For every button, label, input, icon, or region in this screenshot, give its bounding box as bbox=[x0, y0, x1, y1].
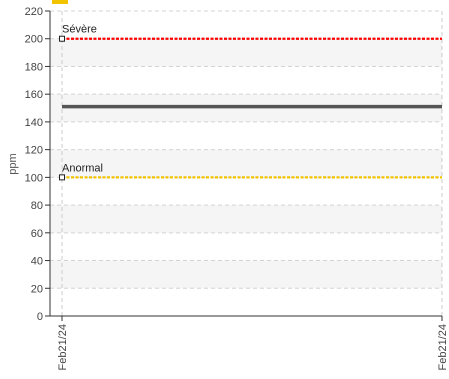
thresholds: Sévère Anormal bbox=[59, 24, 442, 181]
x-tick-label: Feb21/24 bbox=[57, 324, 69, 370]
x-tick-labels: Feb21/24 Feb21/24 bbox=[57, 324, 449, 370]
axes bbox=[45, 10, 443, 321]
background-band bbox=[50, 38, 442, 67]
threshold-marker bbox=[59, 174, 65, 181]
y-tick-label: 20 bbox=[31, 283, 43, 295]
y-tick-label: 200 bbox=[25, 34, 43, 46]
threshold-label: Sévère bbox=[62, 24, 97, 36]
y-tick-label: 220 bbox=[25, 6, 43, 18]
y-tick-label: 120 bbox=[25, 145, 43, 157]
background-band bbox=[50, 260, 442, 289]
y-tick-label: 160 bbox=[25, 89, 43, 101]
x-grid bbox=[61, 11, 443, 316]
y-tick-label: 40 bbox=[31, 256, 43, 268]
y-tick-label: 180 bbox=[25, 61, 43, 73]
y-tick-label: 80 bbox=[31, 200, 43, 212]
background-band bbox=[50, 149, 442, 178]
background-bands bbox=[50, 38, 442, 289]
threshold-marker bbox=[59, 35, 65, 42]
x-tick-label: Feb21/24 bbox=[437, 324, 449, 370]
y-tick-label: 100 bbox=[25, 172, 43, 184]
y-tick-label: 0 bbox=[37, 311, 43, 323]
legend-swatch bbox=[52, 0, 68, 4]
y-tick-label: 60 bbox=[31, 228, 43, 240]
threshold-label: Anormal bbox=[62, 162, 103, 174]
background-band bbox=[50, 205, 442, 233]
y-tick-labels: 0 20 40 60 80 100 120 140 160 180 200 220 bbox=[25, 6, 43, 323]
grid bbox=[50, 10, 442, 289]
y-tick-label: 140 bbox=[25, 117, 43, 129]
y-axis-title: ppm bbox=[7, 153, 19, 174]
